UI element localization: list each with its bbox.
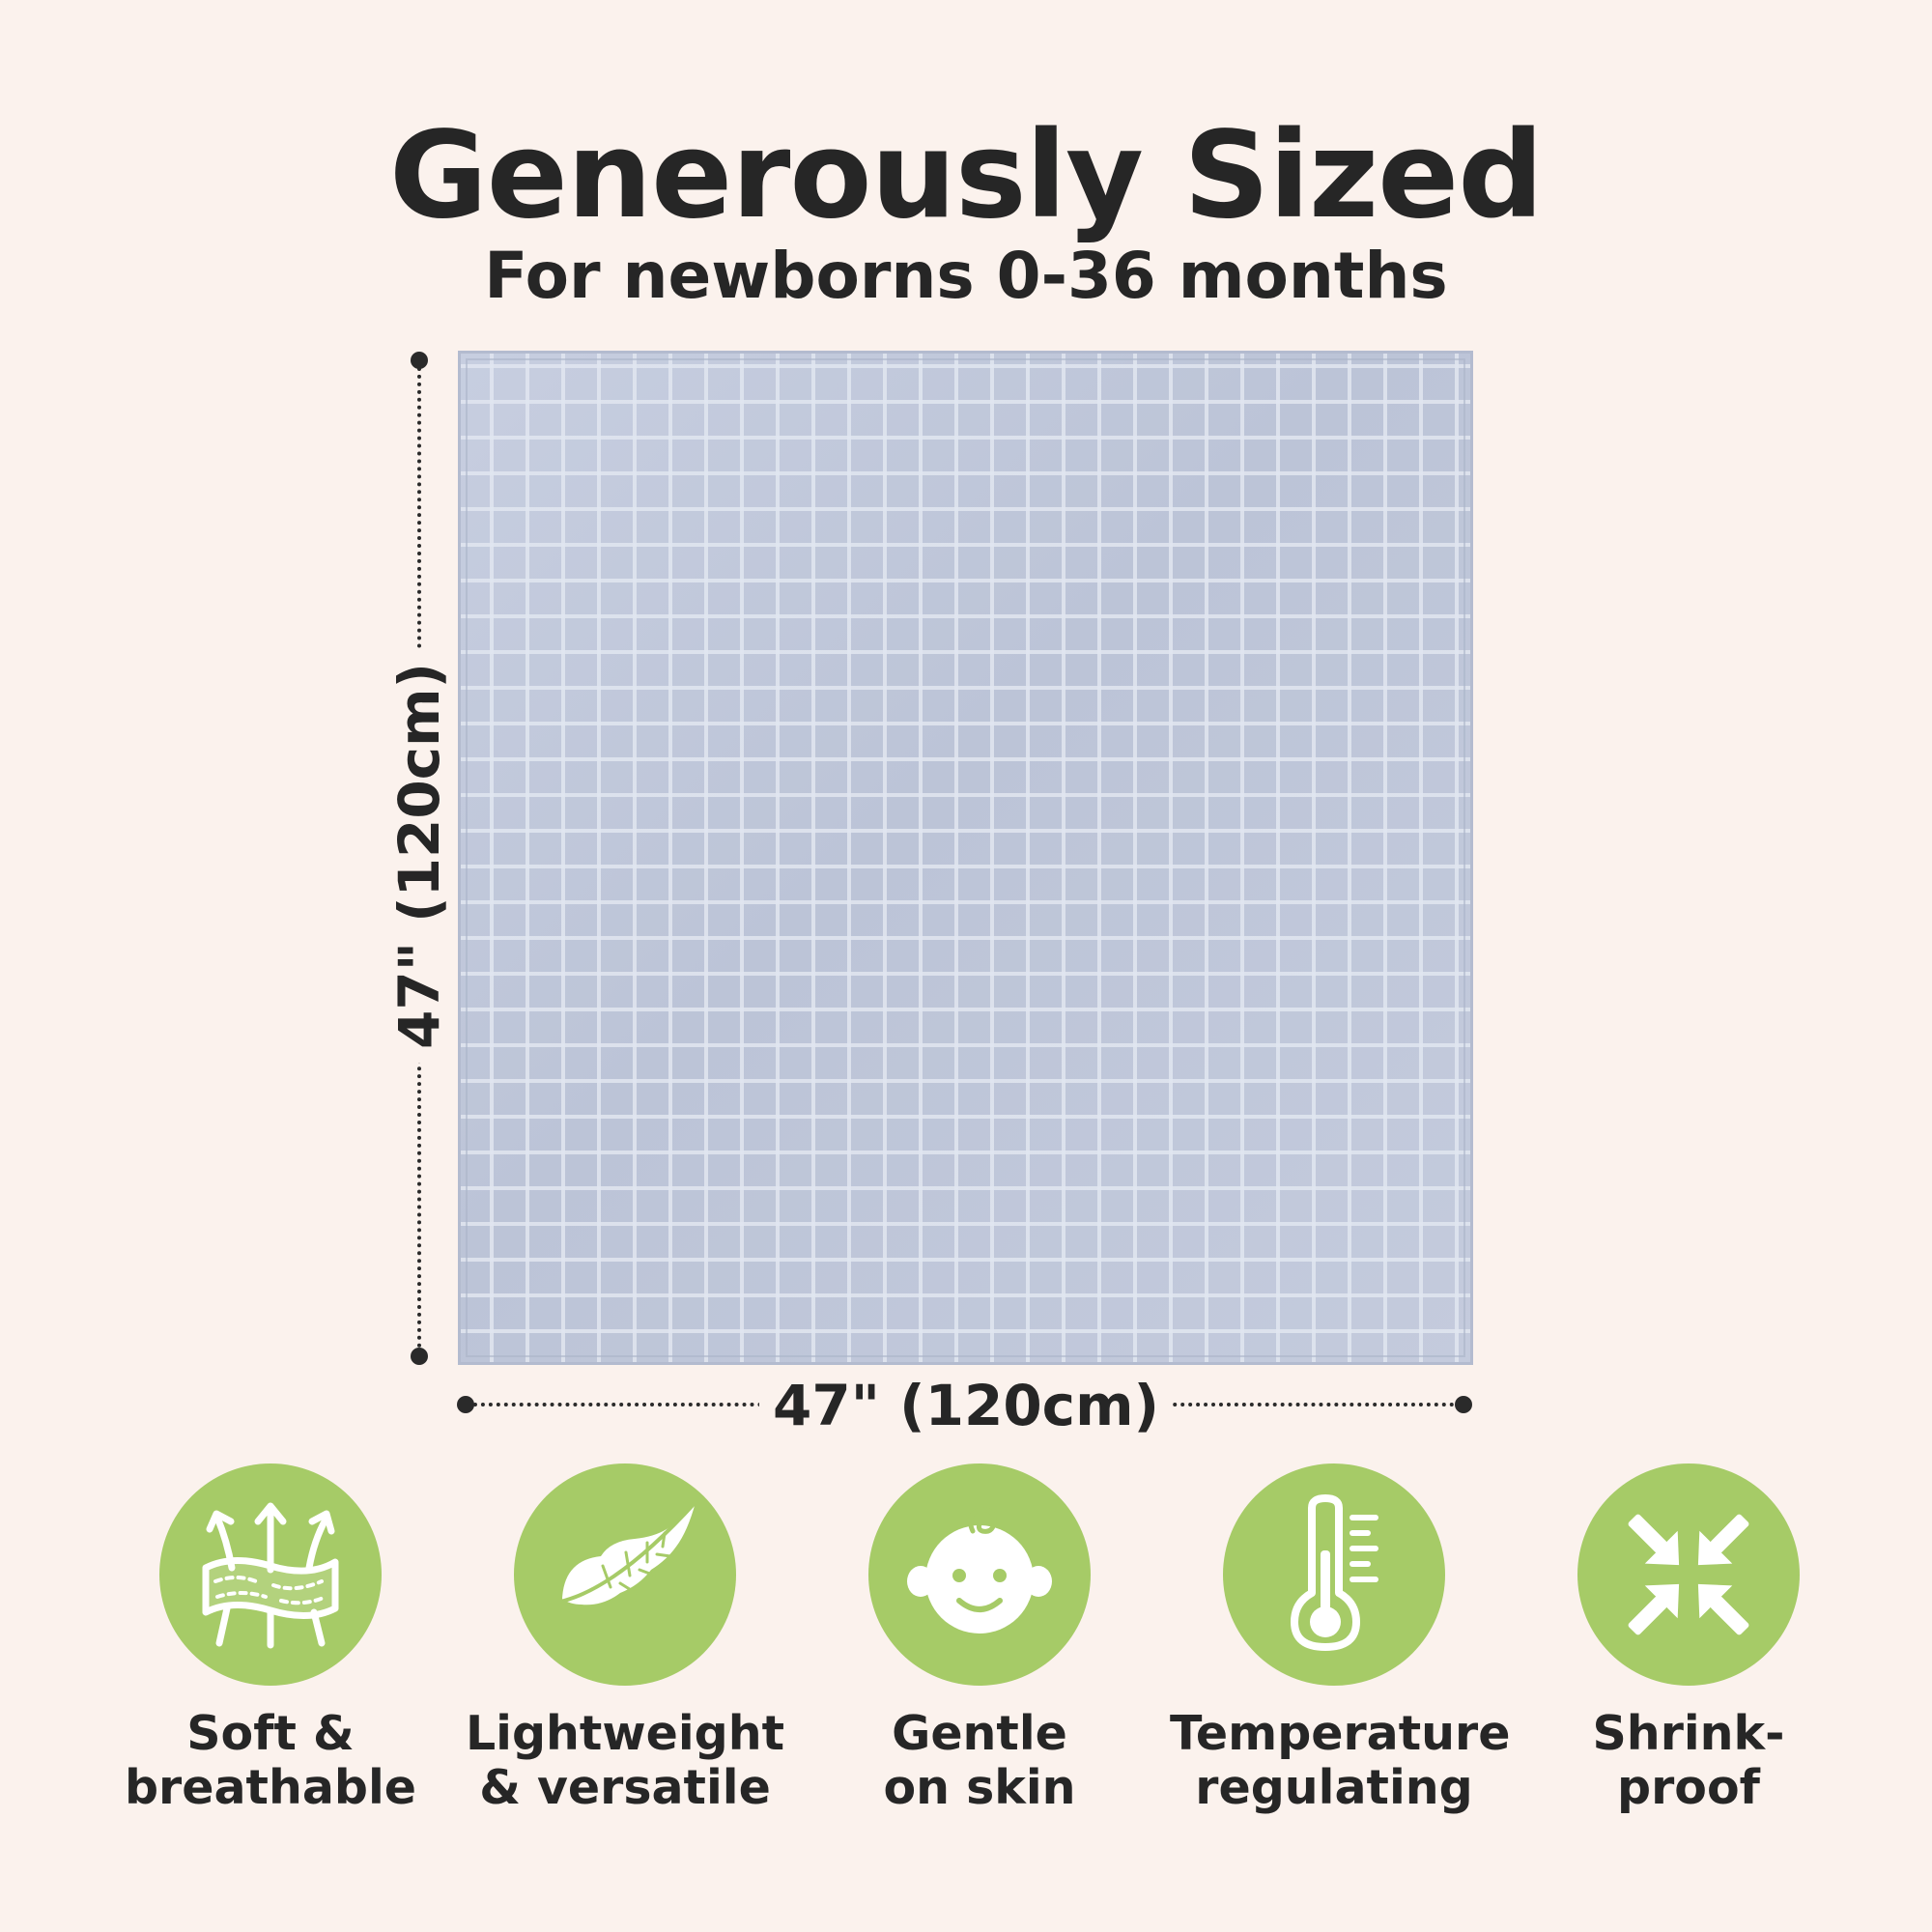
width-dimension-left-dot <box>457 1396 474 1413</box>
width-dimension-right-dot <box>1455 1396 1472 1413</box>
baby-face-icon <box>907 1507 1052 1634</box>
height-dimension-bottom-dot <box>411 1348 428 1365</box>
width-dimension-label: 47" (120cm) <box>758 1378 1174 1434</box>
feature-label: Soft & breathable <box>124 1706 416 1815</box>
feature-circle <box>514 1463 736 1686</box>
feature-soft-breathable: Soft & breathable <box>106 1463 435 1815</box>
feature-gentle-on-skin: Gentle on skin <box>815 1463 1144 1815</box>
feature-label: Lightweight & versatile <box>465 1706 785 1815</box>
feature-temperature-regulating: Temperature regulating <box>1170 1463 1511 1815</box>
feature-label: Gentle on skin <box>883 1706 1076 1815</box>
feature-shrink-proof: Shrink- proof <box>1524 1463 1853 1815</box>
page-title: Generously Sized <box>388 106 1544 245</box>
breathable-fabric-icon <box>202 1502 339 1649</box>
height-dimension-top-dot <box>411 352 428 369</box>
blanket-image <box>458 351 1473 1365</box>
feature-circle <box>159 1463 382 1686</box>
thermometer-icon <box>1291 1494 1378 1651</box>
feature-circle <box>1577 1463 1800 1686</box>
feature-circle <box>1223 1463 1445 1686</box>
feature-circle <box>868 1463 1091 1686</box>
shrink-arrows-icon <box>1628 1514 1749 1635</box>
page-subtitle: For newborns 0-36 months <box>484 239 1448 313</box>
feature-label: Temperature regulating <box>1170 1706 1511 1815</box>
feature-lightweight-versatile: Lightweight & versatile <box>461 1463 789 1815</box>
height-dimension-label: 47" (120cm) <box>386 648 452 1064</box>
feature-label: Shrink- proof <box>1592 1706 1785 1815</box>
feather-icon <box>562 1500 697 1605</box>
